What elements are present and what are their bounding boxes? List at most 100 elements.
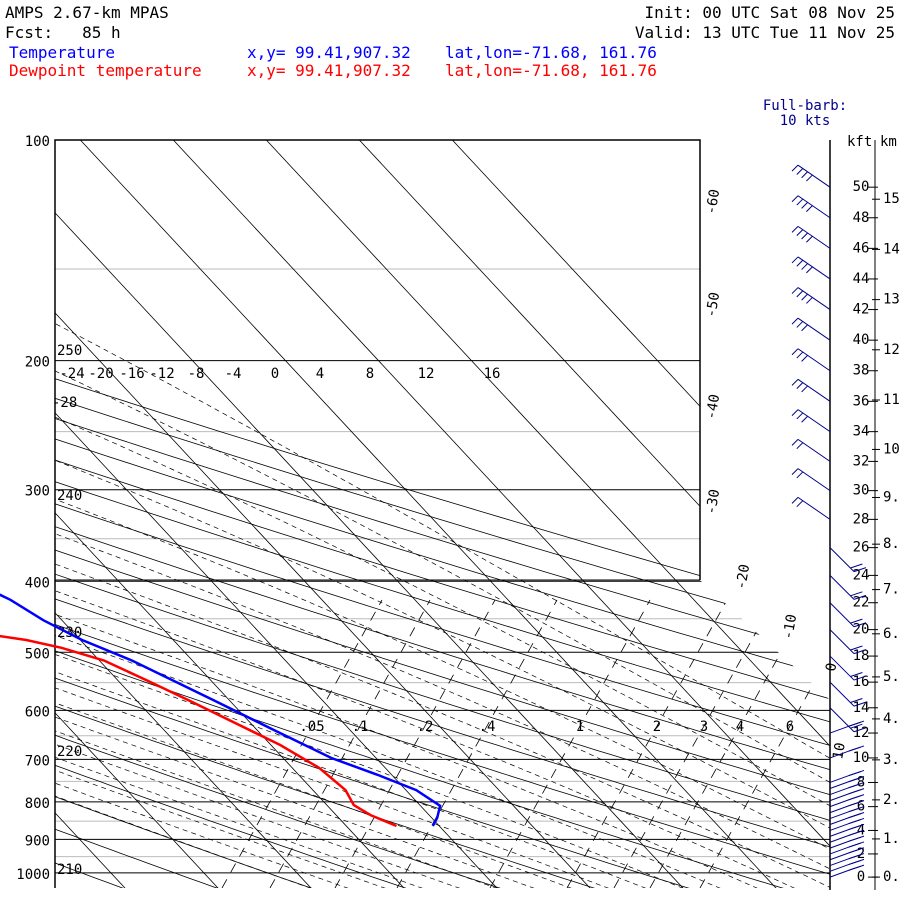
wind-barb — [829, 800, 865, 814]
wind-barb — [829, 853, 865, 867]
km-label: 12. — [883, 342, 900, 358]
kft-label: 40 — [853, 332, 870, 348]
barb-feather — [806, 205, 813, 213]
barb-feather — [796, 290, 804, 298]
isotherm-label-right: 10 — [830, 741, 849, 760]
wind-barb — [829, 575, 867, 600]
barb-staff — [829, 821, 853, 831]
barb-staff — [829, 827, 853, 837]
kft-label: 2 — [857, 846, 865, 862]
barb-feather — [848, 746, 861, 752]
barb-staff — [797, 468, 831, 492]
barb-staff — [829, 629, 855, 654]
wind-barb — [791, 317, 831, 341]
barb-staff — [829, 780, 853, 789]
legend-temperature: Temperature — [9, 43, 115, 62]
barb-feather — [853, 622, 867, 628]
km-label: 15. — [883, 191, 900, 207]
kft-label: 14 — [853, 700, 870, 716]
barb-feather — [848, 777, 861, 783]
barb-staff — [797, 409, 831, 433]
kft-label: 28 — [853, 511, 870, 527]
dry-adiabat — [55, 140, 830, 888]
moist-adiabat — [55, 140, 758, 888]
isotherm — [266, 140, 830, 888]
dry-adiabat — [55, 140, 830, 888]
barb-staff — [829, 602, 855, 628]
barb-staff — [829, 681, 855, 707]
kft-label: 50 — [853, 179, 870, 195]
isotherm — [55, 140, 312, 888]
dry-adiabat — [55, 140, 830, 888]
kft-label: 12 — [853, 725, 870, 741]
kft-label: 0 — [857, 869, 865, 885]
km-label: 0. — [883, 869, 900, 885]
wind-barb — [791, 256, 831, 280]
barb-staff — [797, 256, 831, 280]
isotherm — [173, 140, 830, 888]
wind-barb — [791, 287, 831, 310]
moist-adiabat — [55, 140, 830, 888]
moist-adiabat — [55, 140, 830, 888]
wind-barb — [791, 195, 831, 219]
barb-feather — [850, 723, 863, 729]
moist-adiabat — [55, 140, 796, 888]
dry-adiabat — [55, 140, 501, 888]
barb-feather — [806, 297, 813, 304]
mixing-ratio-label: 1 — [576, 719, 584, 735]
moist-adiabat — [55, 140, 386, 888]
left-extra-label: -28 — [52, 395, 77, 411]
barb-staff — [797, 317, 831, 341]
barb-staff — [797, 496, 831, 520]
isotherm — [0, 140, 32, 888]
wind-barb — [829, 817, 865, 831]
dry-adiabat — [55, 140, 830, 888]
barb-feather — [853, 727, 867, 733]
wind-barb — [791, 225, 831, 249]
barb-staff — [829, 707, 855, 733]
isotherm-label-right: -20 — [733, 563, 753, 591]
barb-feather — [801, 293, 808, 301]
barb-feather — [850, 645, 863, 651]
barb-feather — [801, 263, 808, 270]
moist-adiabat — [55, 140, 830, 888]
barb-feather — [806, 266, 813, 274]
wind-barb — [829, 835, 865, 849]
barb-feather — [801, 354, 808, 362]
barb-feather — [791, 348, 799, 356]
dry-adiabat — [55, 140, 830, 888]
barb-staff — [797, 438, 831, 462]
barb-feather — [848, 854, 861, 860]
kft-label: 42 — [853, 302, 870, 318]
barb-staff — [829, 816, 853, 825]
wind-barb — [829, 776, 865, 789]
dry-adiabat — [55, 140, 830, 888]
barb-feather — [848, 819, 861, 825]
theta-label-left: 210 — [57, 862, 82, 878]
barb-feather — [796, 168, 804, 175]
km-label: 14. — [883, 241, 900, 257]
wind-barb — [829, 782, 865, 796]
barb-feather — [848, 865, 861, 871]
kft-label: 44 — [853, 271, 870, 287]
row-200-label: -20 — [88, 366, 113, 382]
barb-staff — [829, 798, 853, 808]
barb-staff — [829, 655, 855, 681]
kft-label: 36 — [853, 393, 870, 409]
km-label: 9. — [883, 489, 900, 505]
km-header: km — [880, 134, 897, 150]
dewpoint-xy: x,y= 99.41,907.32 — [247, 61, 411, 80]
pressure-label-400: 400 — [25, 575, 50, 591]
mixing-ratio-line — [396, 599, 558, 888]
kft-label: 34 — [853, 424, 870, 440]
barb-feather — [848, 830, 861, 836]
theta-label-left: 220 — [57, 744, 82, 760]
row-200-label: -12 — [149, 366, 174, 382]
row-200-label: 0 — [271, 366, 279, 382]
wind-barb — [829, 841, 865, 855]
barb-feather — [848, 801, 861, 807]
barb-feather — [853, 567, 867, 573]
moist-adiabat — [55, 140, 610, 888]
wind-barb — [829, 681, 867, 707]
